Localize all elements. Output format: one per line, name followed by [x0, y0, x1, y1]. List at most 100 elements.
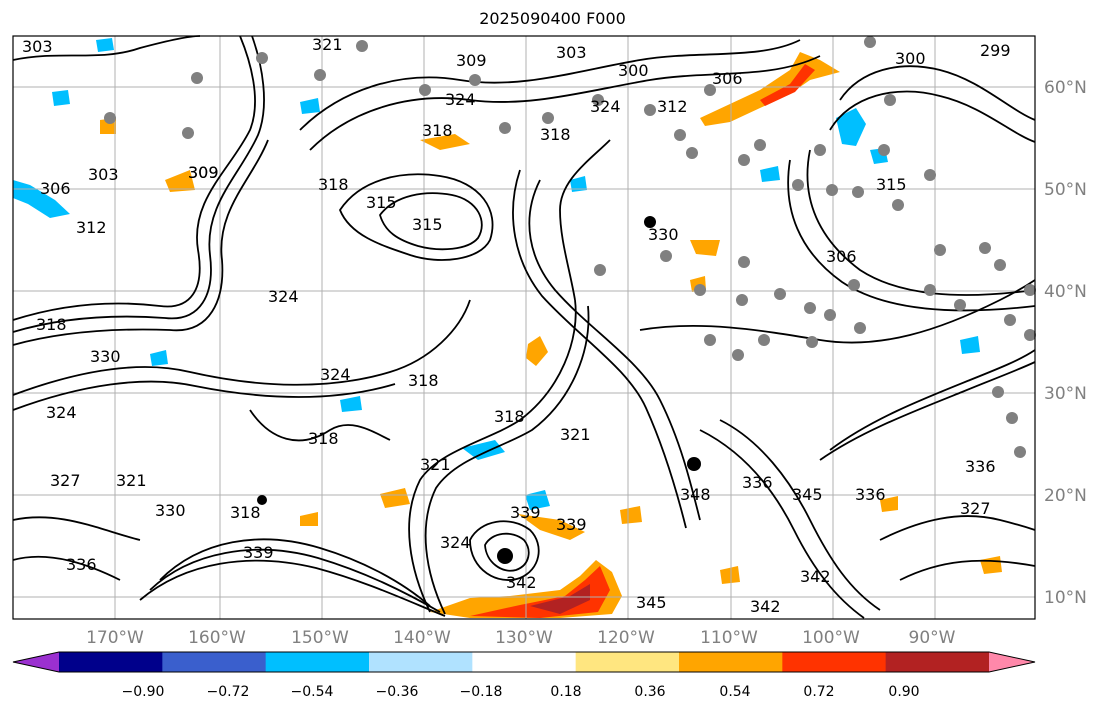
lon-label-140w: 140°W	[393, 628, 451, 648]
colorbar-segment	[679, 652, 783, 672]
lon-label-150w: 150°W	[291, 628, 349, 648]
contour-label: 348	[680, 485, 711, 504]
contour-label: 345	[636, 593, 667, 612]
contour-label: 324	[268, 287, 299, 306]
contour-label: 318	[408, 371, 439, 390]
lon-label-110w: 110°W	[700, 628, 758, 648]
contour-label: 324	[320, 365, 351, 384]
map-title: 2025090400 F000	[479, 9, 626, 28]
lat-label-20n: 20°N	[1044, 486, 1087, 506]
contour-label: 315	[412, 215, 443, 234]
colorbar-extend-low	[13, 652, 59, 672]
colorbar-ticks: −0.90 −0.72 −0.54 −0.36 −0.18 0.18 0.36 …	[122, 684, 920, 700]
lat-label-10n: 10°N	[1044, 588, 1087, 608]
map-panel: 303 321 309 303 300 306 299 309 300 303 …	[12, 35, 1036, 620]
contour-labels: 303 321 309 303 300 306 299 309 300 303 …	[22, 35, 1011, 616]
contour-label: 315	[876, 175, 907, 194]
contour-label: 342	[506, 573, 537, 592]
contour-label: 345	[792, 485, 823, 504]
closed-low-marker	[497, 548, 513, 564]
colorbar-segment	[885, 652, 990, 672]
closed-low-marker	[644, 216, 656, 228]
lat-label-40n: 40°N	[1044, 282, 1087, 302]
contour-label: 330	[90, 347, 121, 366]
contour-label: 324	[445, 90, 476, 109]
colorbar	[12, 651, 1036, 673]
colorbar-tick-label: 0.18	[550, 684, 581, 700]
contour-label: 300	[895, 49, 926, 68]
colorbar-outline	[12, 651, 1036, 673]
contour-label: 312	[657, 97, 688, 116]
lon-label-100w: 100°W	[802, 628, 860, 648]
contour-label: 303	[556, 43, 587, 62]
closed-low-marker	[257, 495, 267, 505]
contour-label: 324	[46, 403, 77, 422]
colorbar-tick-label: 0.54	[719, 684, 750, 700]
lon-label-130w: 130°W	[495, 628, 553, 648]
contour-label: 321	[312, 35, 343, 54]
contour-label: 299	[980, 41, 1011, 60]
colorbar-tick-label: 0.90	[888, 684, 919, 700]
contour-label: 339	[556, 515, 587, 534]
contour-label: 327	[50, 471, 81, 490]
contour-label: 330	[155, 501, 186, 520]
contour-label: 303	[88, 165, 119, 184]
contour-label: 318	[308, 429, 339, 448]
contour-label: 300	[618, 61, 649, 80]
colorbar-segment	[369, 652, 473, 672]
colorbar-tick-label: −0.54	[291, 684, 334, 700]
colorbar-segment	[782, 652, 887, 672]
contour-label: 309	[188, 163, 219, 182]
contours	[12, 35, 1036, 619]
contour-label: 309	[188, 163, 219, 182]
contour-label: 321	[560, 425, 591, 444]
contour-label: 315	[366, 193, 397, 212]
contour-label: 336	[965, 457, 996, 476]
shading-positive	[100, 52, 1002, 618]
lon-label-160w: 160°W	[188, 628, 246, 648]
map-border	[12, 35, 1036, 620]
colorbar-tick-label: −0.18	[460, 684, 503, 700]
colorbar-segment	[575, 652, 680, 672]
lat-label-30n: 30°N	[1044, 384, 1087, 404]
contour-label: 318	[318, 175, 349, 194]
contour-label: 306	[826, 247, 857, 266]
contour-label: 312	[76, 218, 107, 237]
contour-label: 339	[243, 543, 274, 562]
contour-label: 342	[800, 567, 831, 586]
contour-label: 321	[116, 471, 147, 490]
colorbar-segment	[472, 652, 577, 672]
contour-label: 318	[422, 121, 453, 140]
contour-label: 339	[510, 503, 541, 522]
contour-label: 336	[742, 473, 773, 492]
colorbar-tick-label: −0.36	[376, 684, 419, 700]
colorbar-segment	[162, 652, 267, 672]
contour-label: 336	[66, 555, 97, 574]
lon-label-120w: 120°W	[597, 628, 655, 648]
contour-label: 306	[40, 179, 71, 198]
contour-label: 318	[36, 315, 67, 334]
latitude-axis: 60°N 50°N 40°N 30°N 20°N 10°N	[1044, 78, 1087, 608]
closed-low-marker	[687, 457, 701, 471]
colorbar-tick-label: 0.72	[803, 684, 834, 700]
lat-label-60n: 60°N	[1044, 78, 1087, 98]
colorbar-segment	[265, 652, 370, 672]
contour-label: 324	[440, 533, 471, 552]
longitude-axis: 170°W 160°W 150°W 140°W 130°W 120°W 110°…	[86, 628, 956, 648]
colorbar-tick-label: −0.72	[207, 684, 250, 700]
contour-label: 321	[420, 455, 451, 474]
contour-label: 318	[494, 407, 525, 426]
colorbar-extend-high	[989, 652, 1035, 672]
contour-label: 303	[22, 37, 53, 56]
colorbar-tick-label: −0.90	[122, 684, 165, 700]
lon-label-90w: 90°W	[909, 628, 956, 648]
lat-label-50n: 50°N	[1044, 180, 1087, 200]
contour-label: 318	[230, 503, 261, 522]
contour-label: 324	[590, 97, 621, 116]
contour-label: 342	[750, 597, 781, 616]
contour-label: 306	[712, 69, 743, 88]
colorbar-segment	[59, 652, 163, 672]
colorbar-tick-label: 0.36	[634, 684, 665, 700]
contour-label: 327	[960, 499, 991, 518]
